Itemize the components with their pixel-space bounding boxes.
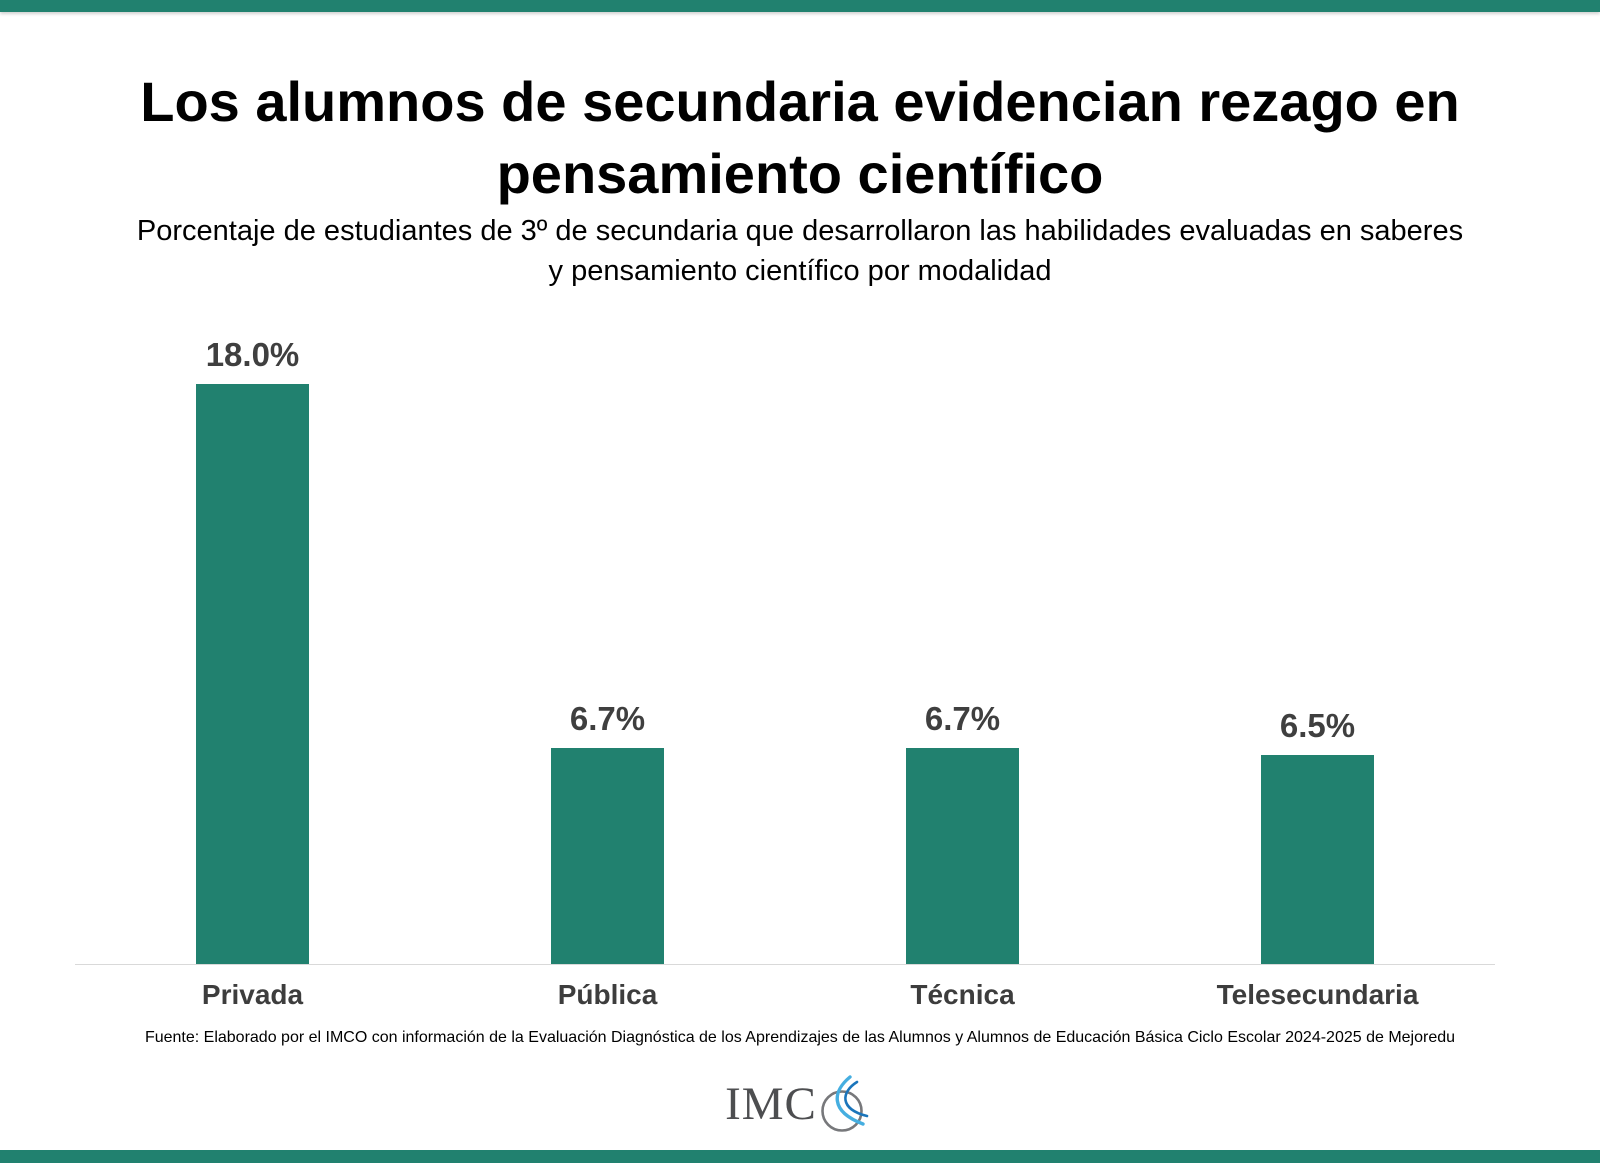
bar-telesecundaria — [1261, 754, 1374, 964]
bar-value-label: 18.0% — [205, 336, 300, 373]
bar-value-label: 6.5% — [1279, 706, 1356, 744]
bar-chart: 18.0% 6.7% 6.7% 6.5% Privada Pública Técnica T… — [75, 330, 1495, 1011]
bar-column-técnica: 6.7% — [785, 700, 1140, 964]
bar-técnica — [906, 748, 1019, 964]
bar-column-pública: 6.7% — [430, 700, 785, 964]
chart-subtitle: Porcentaje de estudiantes de 3º de secun… — [136, 215, 1464, 287]
plot-area: 18.0% 6.7% 6.7% 6.5% — [75, 330, 1495, 965]
x-axis-label-privada: Privada — [201, 979, 304, 1010]
source-note: Fuente: Elaborado por el IMCO con inform… — [144, 1029, 1456, 1046]
x-axis-label-telesecundaria: Telesecundaria — [1216, 979, 1419, 1010]
x-axis-labels: Privada Pública Técnica Telesecundaria — [75, 965, 1495, 1011]
chart-title: Los alumnos de secundaria evidencian rez… — [140, 70, 1460, 205]
bottom-accent-bar — [0, 1150, 1600, 1163]
x-axis-label-técnica: Técnica — [910, 979, 1015, 1010]
bar-value-label: 6.7% — [924, 700, 1001, 738]
top-accent-bar — [0, 0, 1600, 12]
bar-value-label: 6.7% — [569, 700, 646, 738]
bar-pública — [551, 748, 664, 964]
imco-logo-text: IMC — [725, 1077, 817, 1130]
bar-column-telesecundaria: 6.5% — [1140, 707, 1495, 964]
x-axis-label-pública: Pública — [557, 979, 658, 1010]
bar-privada — [196, 384, 309, 964]
imco-logo: IMC — [0, 1074, 1600, 1134]
bar-column-privada: 18.0% — [75, 336, 430, 964]
imco-logo-o-swoosh-icon — [821, 1075, 869, 1132]
